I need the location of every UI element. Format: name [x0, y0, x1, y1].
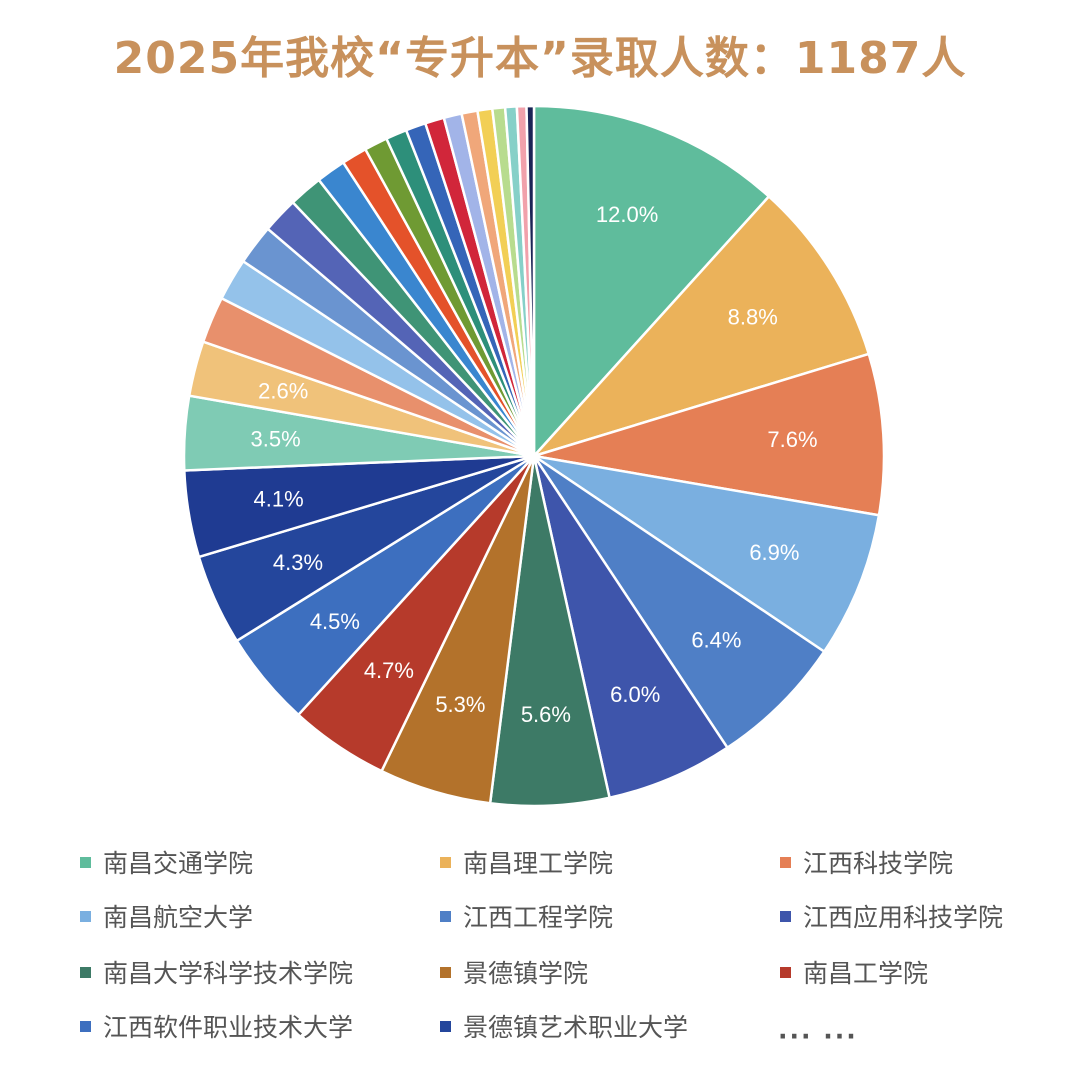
slice-label: 6.9% [749, 540, 799, 565]
slice-label: 2.6% [258, 379, 308, 404]
slice-label: 4.3% [273, 550, 323, 575]
slice-label: 6.4% [691, 627, 741, 652]
pie-slice-南昌航空大学 [532, 454, 881, 653]
pie-slice-other-31 [525, 104, 536, 458]
pie-slice-江西科技学院 [532, 352, 886, 517]
slice-label: 5.6% [521, 702, 571, 727]
slice-label: 7.6% [767, 427, 817, 452]
pie-slice-南昌理工学院 [532, 195, 871, 458]
slice-label: 4.7% [364, 658, 414, 683]
slice-label: 8.8% [728, 305, 778, 330]
slice-label: 4.5% [310, 609, 360, 634]
pie-slices [182, 104, 886, 808]
pie-slice-江西工程学院 [532, 454, 826, 749]
chart-title: 2025年我校“专升本”录取人数：1187人 [113, 33, 967, 84]
pie-slice-江西应用科技学院 [532, 454, 729, 799]
slice-label: 5.3% [435, 692, 485, 717]
pie-slice-南昌交通学院 [532, 104, 771, 458]
pie-labels: 12.0% 8.8% 7.6% 6.9% 6.4% 6.0% 5.6% 5.3% 4.7%4.5… [251, 202, 818, 727]
slice-label: 3.5% [251, 426, 301, 451]
legend-more-ellipsis: ··· ··· [778, 1022, 858, 1051]
slice-label: 6.0% [610, 682, 660, 707]
slice-label: 4.1% [254, 487, 304, 512]
slice-label: 12.0% [596, 202, 658, 227]
